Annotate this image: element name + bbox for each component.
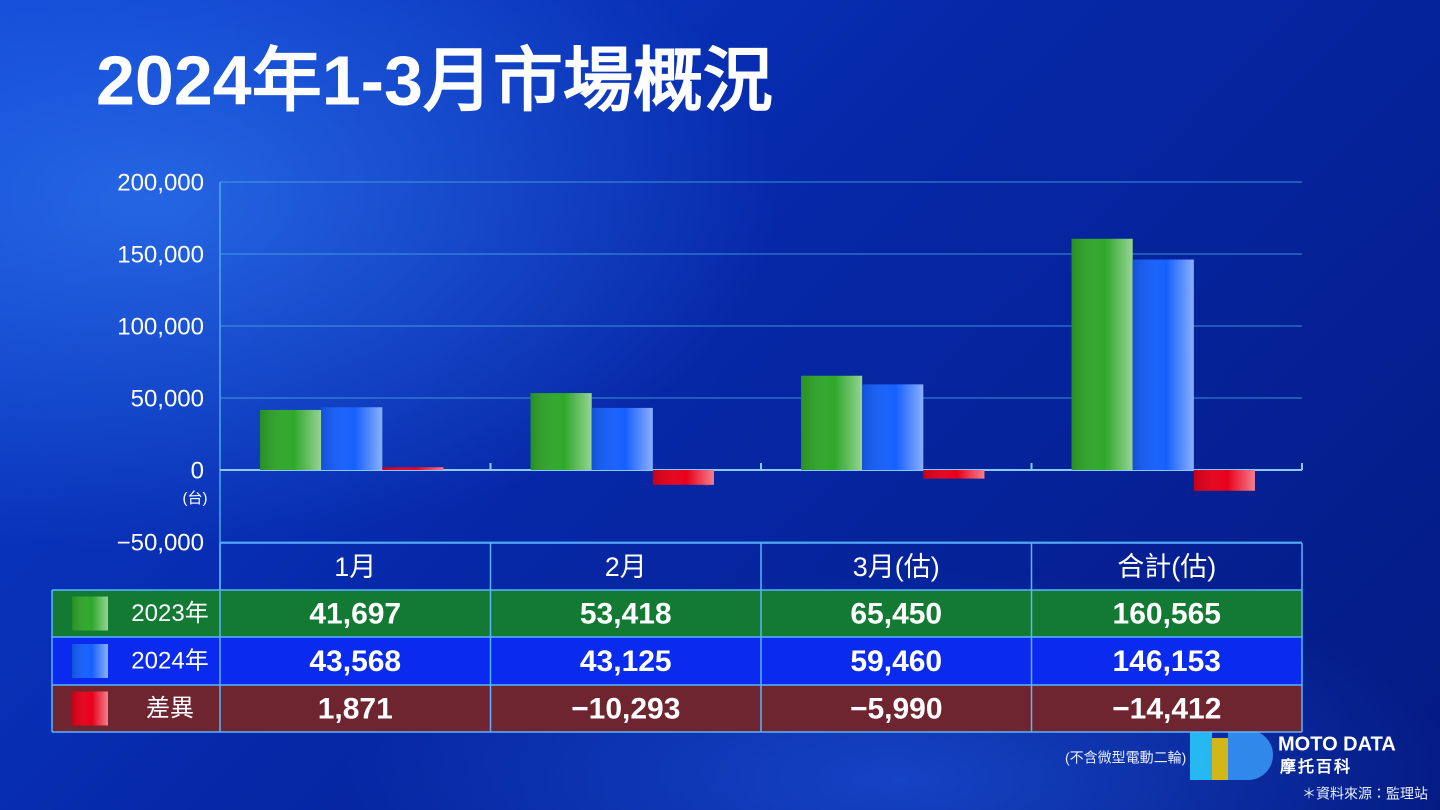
logo-shape (1212, 738, 1228, 780)
bar-sheen (591, 407, 653, 470)
x-tick-label: 合計(估) (1117, 552, 1216, 582)
bar-sheen (382, 467, 444, 470)
data-label: 53,418 (580, 597, 672, 630)
bar-sheen (1193, 470, 1255, 491)
legend-swatch-sheen (72, 691, 108, 726)
unit-label: (台) (183, 490, 208, 507)
source: ＊資料來源：監理站 (1302, 786, 1428, 802)
bar-sheen (321, 407, 383, 470)
y-tick-label: 200,000 (117, 169, 204, 196)
bar-sheen (530, 393, 592, 470)
data-label: 160,565 (1113, 597, 1221, 630)
data-label: 65,450 (850, 597, 942, 630)
data-label: −10,293 (571, 692, 680, 725)
x-tick-label: 1月 (334, 552, 376, 582)
brand-name: MOTO DATA (1278, 733, 1396, 755)
y-tick-label: 50,000 (131, 385, 204, 412)
y-tick-label: 0 (191, 457, 204, 484)
data-label: 43,125 (580, 645, 672, 678)
data-label: 43,568 (309, 645, 401, 678)
brand-subtitle: 摩托百科 (1280, 757, 1352, 776)
bar-sheen (260, 409, 322, 470)
y-tick-label: 100,000 (117, 313, 204, 340)
data-label: 146,153 (1113, 645, 1221, 678)
data-label: 59,460 (850, 645, 942, 678)
table-row (52, 685, 1302, 732)
bar-sheen (862, 384, 924, 470)
bar-sheen (1132, 259, 1194, 470)
legend-swatch-sheen (72, 644, 108, 678)
legend-label: 2023年 (131, 600, 208, 627)
x-tick-label: 2月 (605, 552, 647, 582)
table-row (52, 637, 1302, 685)
footnote: (不含微型電動二輪) (1065, 750, 1186, 766)
logo-shape (1190, 730, 1212, 780)
bar-sheen (652, 470, 714, 485)
logo-shape (1228, 730, 1273, 780)
data-label: −14,412 (1112, 692, 1221, 725)
data-label: 1,871 (318, 692, 393, 725)
table-row (52, 590, 1302, 637)
legend-swatch-sheen (72, 596, 108, 631)
bar-sheen (801, 375, 863, 470)
y-tick-label: −50,000 (117, 529, 204, 556)
bar-sheen (1071, 238, 1133, 470)
legend-label: 2024年 (131, 647, 208, 674)
x-tick-label: 3月(估) (853, 552, 940, 582)
chart-title: 2024年1-3月市場概況 (96, 41, 773, 119)
y-tick-label: 150,000 (117, 241, 204, 268)
data-label: 41,697 (309, 597, 401, 630)
brand-logo: MOTO DATA 摩托百科 (1190, 730, 1396, 780)
data-label: −5,990 (850, 692, 943, 725)
legend-label: 差異 (146, 695, 194, 722)
bar-sheen (923, 470, 985, 479)
